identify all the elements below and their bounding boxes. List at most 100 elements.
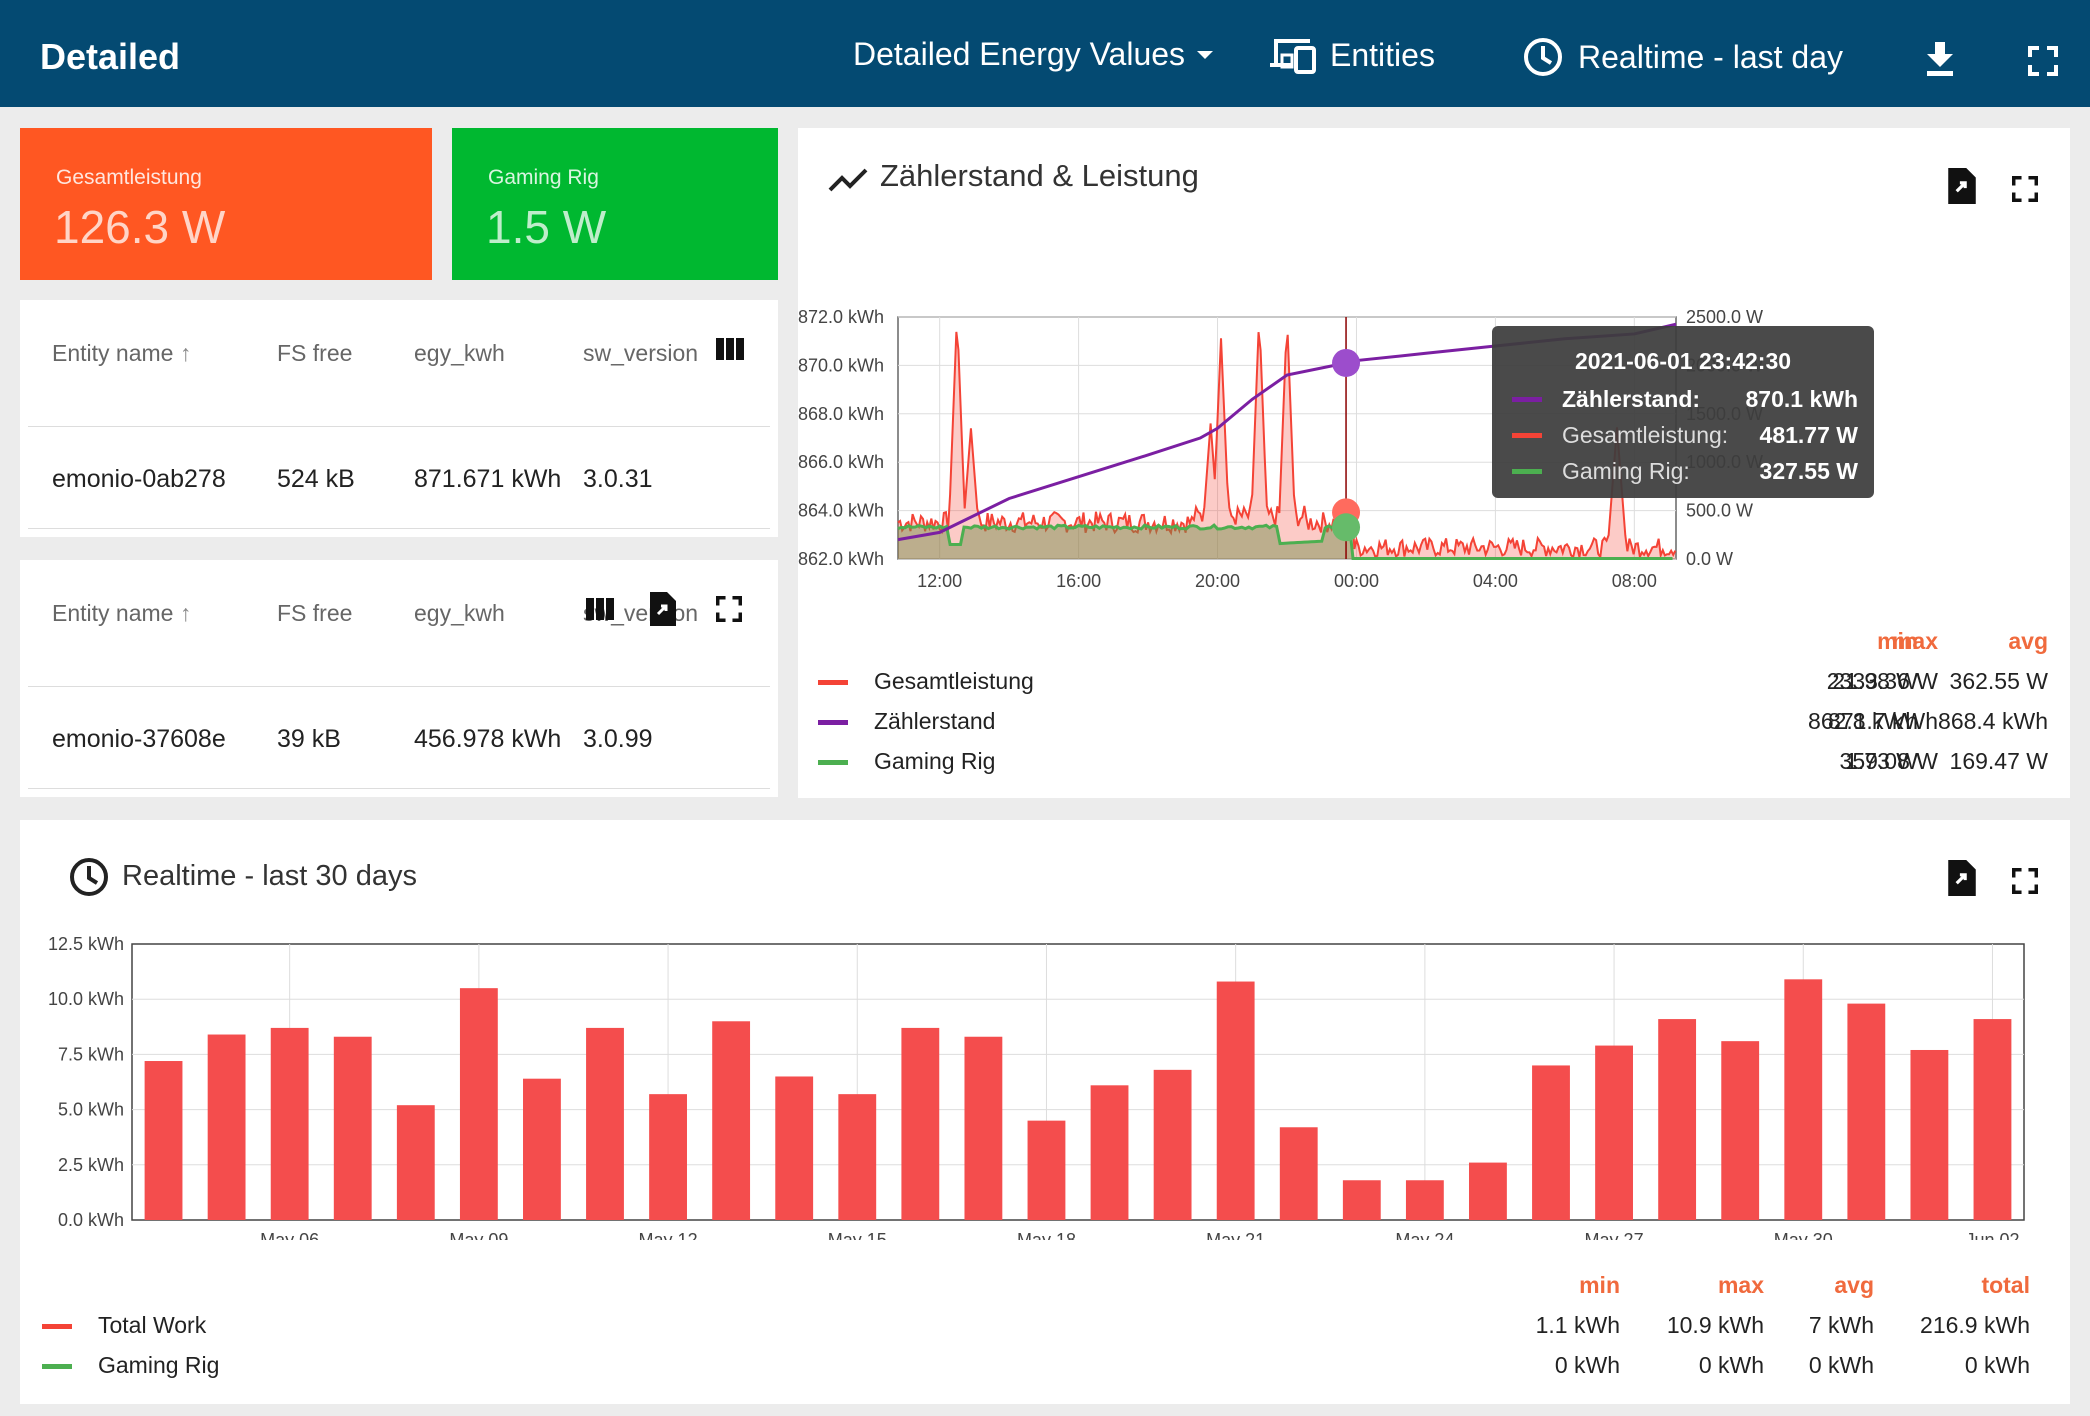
series-area-gesamtleistung	[898, 331, 1676, 559]
stat-header-max: max	[1891, 628, 1938, 654]
bar	[586, 1027, 624, 1220]
legend-label: Gesamtleistung	[874, 668, 1034, 694]
legend-row-total-work[interactable]: Total Work 1.1 kWh 10.9 kWh 7 kWh 216.9 …	[42, 1312, 2042, 1342]
entity-table: Entity name ↑ FS free egy_kwh sw_version…	[20, 300, 778, 537]
legend-row-gaming-rig[interactable]: Gaming Rig 0 kWh 0 kWh 0 kWh 0 kWh	[42, 1352, 2042, 1382]
y-right-tick-label: 2500.0 W	[1686, 307, 1763, 327]
x-tick-label: 20:00	[1195, 571, 1240, 591]
tile-label: Gesamtleistung	[56, 166, 202, 189]
chart-title: Realtime - last 30 days	[122, 860, 417, 892]
timerange-button[interactable]: Realtime - last day	[1522, 36, 1843, 78]
caret-down-icon	[1197, 50, 1214, 59]
y-tick-label: 0.0 kWh	[58, 1210, 124, 1230]
y-left-tick-label: 862.0 kWh	[798, 549, 884, 569]
bar	[649, 1094, 687, 1220]
column-header-egy-kwh[interactable]: egy_kwh	[414, 600, 505, 626]
divider	[28, 788, 770, 789]
export-file-icon[interactable]	[650, 592, 676, 626]
x-tick-label: May 21	[1206, 1230, 1265, 1240]
y-tick-label: 2.5 kWh	[58, 1155, 124, 1175]
tile-label: Gaming Rig	[488, 166, 599, 189]
legend-row-gaming-rig[interactable]: Gaming Rig 1.73 W 359.08 W 169.47 W	[818, 748, 2058, 778]
column-header-fs-free[interactable]: FS free	[277, 600, 353, 626]
export-file-icon[interactable]	[1948, 860, 1976, 896]
legend-label: Gaming Rig	[874, 748, 996, 774]
clock-icon	[70, 858, 108, 896]
bar	[964, 1036, 1003, 1220]
bar	[712, 1021, 751, 1220]
stat-avg: 169.47 W	[1949, 748, 2048, 774]
bar	[1973, 1019, 2012, 1220]
column-header-egy-kwh[interactable]: egy_kwh	[414, 340, 505, 366]
entity-table-card-1: Entity name ↑ FS free egy_kwh sw_version…	[20, 300, 778, 537]
bar	[459, 988, 498, 1220]
export-file-icon[interactable]	[1948, 168, 1976, 204]
clock-icon	[1524, 38, 1562, 76]
legend-swatch	[42, 1364, 72, 1369]
x-tick-label: 04:00	[1473, 571, 1518, 591]
divider	[28, 528, 770, 529]
x-tick-label: 08:00	[1612, 571, 1657, 591]
bar	[775, 1076, 814, 1220]
chart-zaehlerstand[interactable]: 872.0 kWh 870.0 kWh 868.0 kWh 866.0 kWh 864.…	[798, 228, 2070, 748]
stat-header-avg: avg	[1834, 1272, 1874, 1298]
tooltip-value: 870.1 kWh	[1745, 386, 1859, 412]
dashboard-select[interactable]: Detailed Energy Values	[853, 36, 1217, 73]
column-header-fs-free[interactable]: FS free	[277, 340, 353, 366]
bar	[901, 1027, 940, 1220]
y-tick-label: 7.5 kWh	[58, 1044, 124, 1064]
fullscreen-icon[interactable]	[2012, 176, 2038, 202]
legend-swatch	[818, 760, 848, 765]
stat-max: 359.08 W	[1839, 748, 1938, 774]
entity-table-card-2: Entity name ↑ FS free egy_kwh sw_version…	[20, 560, 778, 797]
column-header-entity-name[interactable]: Entity name ↑	[52, 340, 191, 367]
x-tick-label: May 12	[639, 1230, 698, 1240]
x-tick-label: May 09	[449, 1230, 508, 1240]
legend-row-gesamtleistung[interactable]: Gesamtleistung 21.98 W 2333.36 W 362.55 …	[818, 668, 2058, 698]
fullscreen-icon[interactable]	[2028, 46, 2058, 76]
tile-value: 1.5 W	[486, 201, 607, 253]
chart-last-30-days[interactable]: 12.5 kWh 10.0 kWh 7.5 kWh 5.0 kWh 2.5 kWh 0.0…	[20, 920, 2070, 1240]
y-left-tick-label: 872.0 kWh	[798, 307, 884, 327]
entities-label: Entities	[1330, 36, 1435, 73]
y-left-tick-label: 864.0 kWh	[798, 501, 884, 521]
columns-icon[interactable]	[716, 338, 744, 360]
marker-gaming-rig	[1332, 513, 1361, 542]
devices-icon	[1270, 39, 1316, 74]
sort-arrow-up-icon: ↑	[179, 600, 192, 626]
stat-header-total: total	[1981, 1272, 2030, 1298]
column-label: Entity name	[52, 600, 174, 626]
tooltip-swatch	[1512, 433, 1542, 438]
tile-gaming-rig[interactable]: Gaming Rig 1.5 W	[452, 128, 778, 280]
fullscreen-icon[interactable]	[716, 596, 742, 622]
y-tick-label: 12.5 kWh	[48, 934, 124, 954]
columns-icon[interactable]	[586, 598, 614, 620]
download-icon[interactable]	[1924, 42, 1956, 76]
series-line-gaming-rig	[897, 523, 1673, 561]
cell-entity-name: emonio-37608e	[52, 725, 226, 753]
bar	[1027, 1120, 1066, 1220]
stat-min: 1.73 W	[1845, 748, 1918, 774]
table-header: Entity name ↑ FS free egy_kwh sw_version	[20, 300, 778, 400]
cell-sw-version: 3.0.99	[583, 725, 653, 753]
legend-row-zaehlerstand[interactable]: Zählerstand 862.8 kWh 871.7 kWh 868.4 kW…	[818, 708, 2058, 738]
legend-swatch	[818, 680, 848, 685]
series-area-gaming-rig	[898, 525, 1676, 559]
column-header-entity-name[interactable]: Entity name ↑	[52, 600, 191, 627]
plot-area	[131, 943, 2025, 1221]
bar	[523, 1078, 561, 1220]
divider	[28, 426, 770, 427]
bar	[1532, 1065, 1570, 1220]
column-header-sw-version[interactable]: sw_version	[583, 340, 699, 366]
cell-fs-free: 39 kB	[277, 725, 341, 753]
x-tick-label: Jun 02	[1965, 1230, 2019, 1240]
sort-arrow-up-icon: ↑	[179, 340, 192, 366]
chart-title: Zählerstand & Leistung	[880, 158, 1199, 193]
stat-max: 0 kWh	[1698, 1352, 1764, 1378]
bar	[1721, 1041, 1760, 1220]
stat-total: 216.9 kWh	[1920, 1312, 2030, 1338]
tile-gesamtleistung[interactable]: Gesamtleistung 126.3 W	[20, 128, 432, 280]
legend-swatch	[42, 1324, 72, 1329]
entities-button[interactable]: Entities	[1270, 36, 1435, 74]
fullscreen-icon[interactable]	[2012, 868, 2038, 894]
